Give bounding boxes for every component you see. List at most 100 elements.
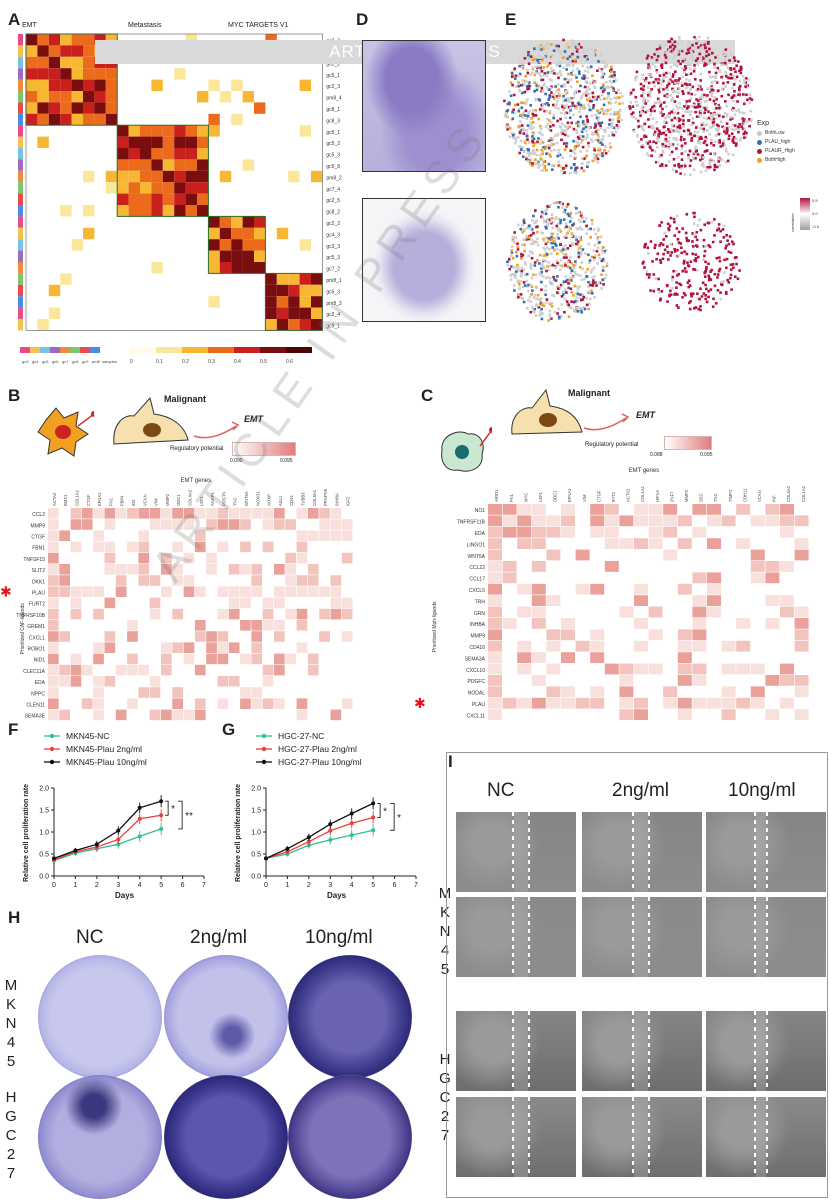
- scratch-gap: [514, 1011, 528, 1091]
- spatial-spot: [524, 114, 527, 117]
- spatial-spot: [675, 117, 679, 121]
- heatmap-cell: [60, 34, 72, 46]
- spatial-spot: [574, 168, 577, 172]
- spatial-spot: [673, 54, 676, 58]
- x-tick-label: 4: [138, 882, 142, 889]
- spatial-spot: [563, 124, 567, 128]
- scratch-gap: [634, 812, 648, 892]
- spatial-spot: [700, 105, 704, 109]
- spatial-spot: [684, 231, 688, 235]
- gene-column-label: ASL1: [278, 495, 283, 506]
- heatmap-cell: [174, 148, 186, 160]
- heatmap-cell: [254, 239, 266, 251]
- spatial-spot: [579, 84, 582, 88]
- heatmap-cell: [162, 170, 175, 183]
- spatial-spot: [549, 125, 552, 128]
- spatial-spot: [675, 138, 679, 142]
- heatmap-cell: [48, 709, 59, 721]
- spatial-spot: [738, 88, 741, 92]
- spatial-spot: [696, 292, 699, 296]
- spatial-spot: [677, 79, 680, 82]
- spatial-spot: [663, 248, 667, 252]
- spatial-spot: [597, 229, 600, 232]
- spatial-spot: [669, 216, 673, 220]
- spatial-spot: [739, 65, 743, 69]
- spatial-spot: [527, 84, 530, 88]
- panel-label-d: D: [356, 10, 369, 29]
- spatial-spot: [526, 148, 530, 151]
- spatial-spot: [714, 75, 718, 78]
- heatmap-cell: [242, 262, 254, 274]
- heatmap-cell: [71, 34, 83, 46]
- heatmap-cell: [517, 526, 532, 538]
- spatial-spot: [529, 73, 533, 77]
- spatial-spot: [671, 43, 675, 47]
- spatial-spot: [561, 132, 565, 136]
- heatmap-cell: [288, 296, 300, 308]
- spatial-spot: [512, 93, 516, 97]
- spatial-spot: [667, 57, 670, 60]
- spatial-spot: [743, 128, 747, 131]
- data-point: [52, 856, 56, 861]
- spatial-spot: [587, 242, 591, 246]
- spatial-spot: [662, 76, 665, 80]
- spatial-spot: [733, 59, 737, 62]
- ligand-row-label: NO1: [475, 508, 486, 514]
- spatial-spot: [510, 251, 514, 254]
- heatmap-cell: [794, 538, 809, 549]
- gene-column-label: BMX1: [63, 494, 68, 506]
- spatial-spot: [548, 315, 552, 319]
- spatial-spot: [585, 129, 588, 133]
- spatial-spot: [712, 159, 716, 163]
- spatial-spot: [521, 113, 524, 117]
- sample-legend-label: gc8: [72, 359, 79, 364]
- spatial-spot: [511, 238, 515, 242]
- spatial-spot: [552, 97, 556, 100]
- legend-label: HGC-27-Plau 2ng/ml: [278, 744, 357, 754]
- spatial-spot: [703, 46, 707, 50]
- heatmap-cell: [274, 564, 285, 575]
- spatial-spot: [737, 86, 741, 90]
- spatial-spot: [674, 48, 678, 52]
- heatmap-cell: [105, 68, 118, 80]
- spatial-spot: [555, 259, 559, 263]
- i-row2-letters: H G C 2 7: [438, 1050, 452, 1145]
- spatial-spot: [599, 53, 602, 57]
- spatial-spot: [513, 111, 516, 115]
- spatial-spot: [701, 161, 705, 165]
- spatial-spot: [596, 69, 599, 73]
- spatial-spot: [512, 240, 516, 243]
- spatial-spot: [518, 72, 522, 76]
- panel-i-frame: [446, 752, 828, 1198]
- spatial-spot: [677, 80, 680, 84]
- spatial-spot: [643, 122, 647, 126]
- heatmap-cell: [83, 68, 95, 80]
- spatial-spot: [670, 130, 674, 134]
- spatial-spot: [586, 98, 589, 101]
- spatial-spot: [663, 120, 666, 124]
- spatial-spot: [560, 206, 564, 209]
- spatial-spot: [563, 50, 567, 53]
- spatial-spot: [692, 307, 696, 310]
- spatial-spot: [567, 286, 570, 290]
- heatmap-cell: [128, 125, 140, 137]
- spatial-spot: [542, 160, 546, 164]
- spatial-spot: [644, 80, 648, 83]
- spatial-spot: [628, 105, 631, 108]
- spatial-spot: [662, 131, 666, 135]
- spatial-spot: [658, 74, 662, 77]
- y-tick-label: 1.5: [39, 808, 49, 815]
- spatial-spot: [589, 108, 593, 112]
- spatial-spot: [539, 127, 543, 131]
- spatial-spot: [676, 95, 679, 98]
- spatial-spot: [673, 63, 676, 67]
- spatial-spot: [632, 129, 636, 133]
- spatial-spot: [684, 110, 688, 113]
- scratch-gap: [756, 1097, 766, 1177]
- spatial-spot: [718, 164, 722, 167]
- spatial-spot: [620, 118, 624, 122]
- spatial-spot: [572, 96, 576, 100]
- spatial-spot: [714, 56, 717, 59]
- heatmap-cell: [219, 262, 232, 274]
- spatial-spot: [533, 89, 536, 93]
